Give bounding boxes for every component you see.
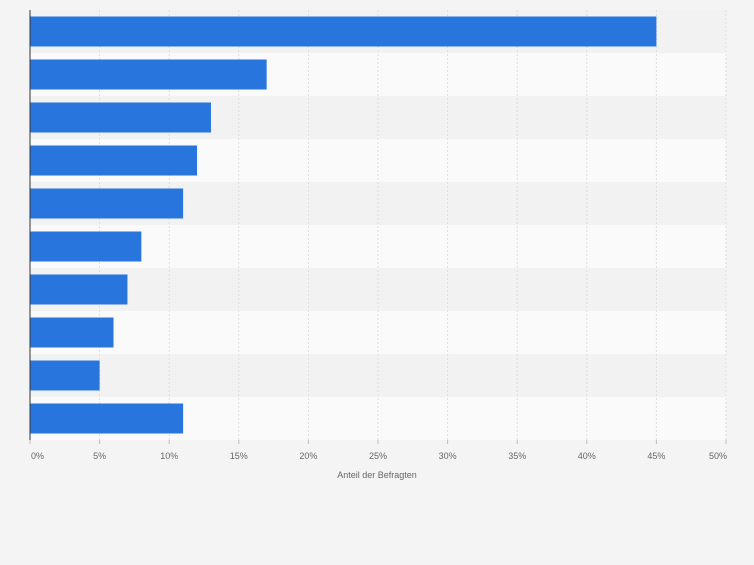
bar [30, 16, 657, 47]
x-tick-label: 35% [508, 451, 526, 461]
bar [30, 102, 211, 133]
bar [30, 231, 142, 262]
x-axis-label: Anteil der Befragten [337, 470, 417, 480]
x-tick-label: 40% [578, 451, 596, 461]
x-tick-label: 10% [160, 451, 178, 461]
x-tick-label: 5% [93, 451, 106, 461]
x-tick-labels: 0% 5% 10% 15% 20% 25% 30% 35% 40% 45% 50% [29, 440, 727, 461]
bar [30, 360, 100, 391]
x-tick-label: 30% [439, 451, 457, 461]
x-tick-label: 0% [31, 451, 44, 461]
bars [30, 16, 657, 434]
x-tick-label: 45% [647, 451, 665, 461]
bar [30, 188, 184, 219]
bar [30, 317, 114, 348]
x-tick-label: 15% [230, 451, 248, 461]
x-tick-label: 20% [299, 451, 317, 461]
x-tick-label: 50% [709, 451, 727, 461]
bar [30, 59, 267, 90]
x-tick-label: 25% [369, 451, 387, 461]
bar [30, 145, 198, 176]
bar [30, 274, 128, 305]
bar [30, 403, 184, 434]
